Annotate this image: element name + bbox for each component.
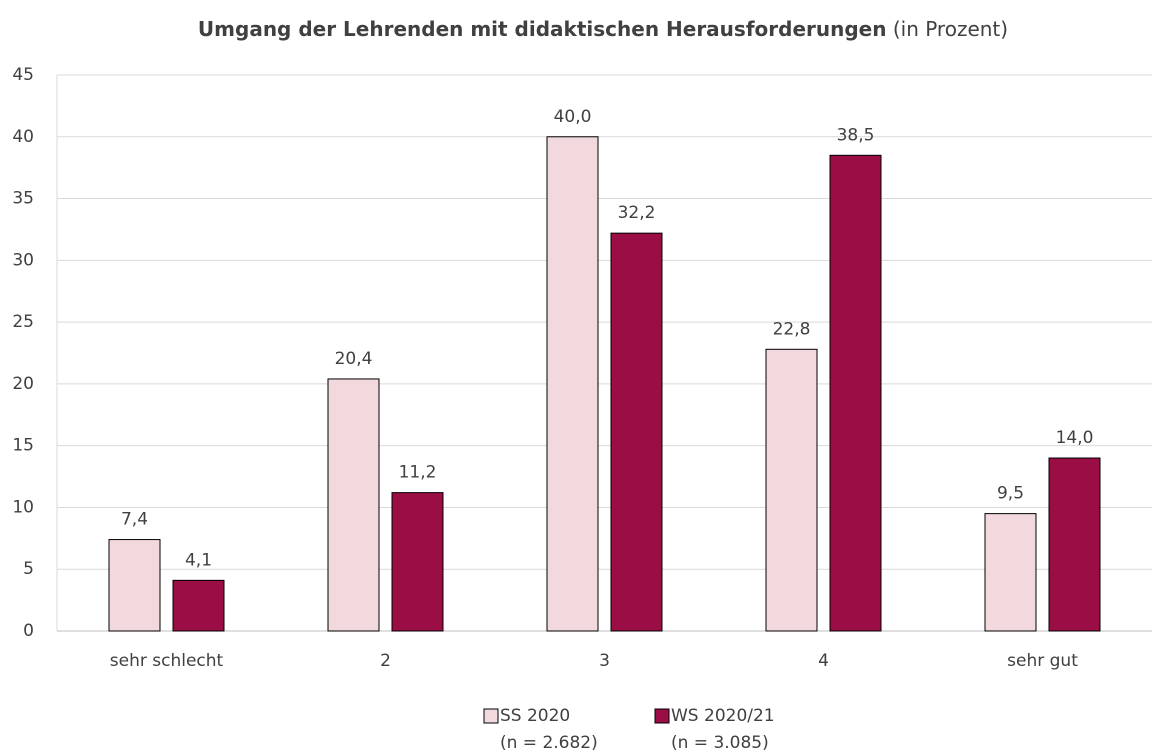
bar xyxy=(172,579,225,632)
y-tick-label: 15 xyxy=(12,436,34,456)
x-tick-label: sehr gut xyxy=(1007,651,1078,671)
y-tick-label: 10 xyxy=(12,497,34,517)
bar xyxy=(1048,457,1101,632)
y-tick-label: 40 xyxy=(12,127,34,147)
chart-title: Umgang der Lehrenden mit didaktischen He… xyxy=(198,17,1008,41)
data-label: 22,8 xyxy=(773,319,811,339)
bar xyxy=(829,154,882,632)
y-tick-label: 35 xyxy=(12,189,34,209)
x-tick-label: sehr schlecht xyxy=(110,651,224,671)
bar xyxy=(610,232,663,632)
x-tick-label: 2 xyxy=(380,651,391,671)
title-suffix: (in Prozent) xyxy=(893,17,1008,41)
bar xyxy=(984,513,1037,632)
data-label: 4,1 xyxy=(185,550,212,570)
bar xyxy=(391,492,444,632)
bar xyxy=(327,378,380,632)
y-tick-label: 45 xyxy=(12,65,34,85)
legend-swatch xyxy=(483,708,499,724)
data-label: 20,4 xyxy=(335,349,373,369)
data-label: 7,4 xyxy=(121,510,148,530)
bar xyxy=(546,136,599,632)
y-tick-label: 5 xyxy=(23,559,34,579)
data-label: 40,0 xyxy=(554,107,592,127)
x-tick-label: 4 xyxy=(818,651,829,671)
y-tick-label: 20 xyxy=(12,374,34,394)
y-tick-label: 25 xyxy=(12,312,34,332)
data-label: 38,5 xyxy=(837,125,875,145)
bar xyxy=(108,539,161,632)
legend-label: SS 2020 xyxy=(500,706,570,726)
data-label: 9,5 xyxy=(997,484,1024,504)
data-label: 14,0 xyxy=(1056,428,1094,448)
y-tick-label: 30 xyxy=(12,250,34,270)
legend-swatch xyxy=(654,708,670,724)
data-label: 32,2 xyxy=(618,203,656,223)
data-label: 11,2 xyxy=(399,463,437,483)
title-main: Umgang der Lehrenden mit didaktischen He… xyxy=(198,17,887,41)
legend-n-label: (n = 3.085) xyxy=(671,733,769,753)
y-tick-label: 0 xyxy=(23,621,34,641)
legend-label: WS 2020/21 xyxy=(671,706,775,726)
legend-n-label: (n = 2.682) xyxy=(500,733,598,753)
bar xyxy=(765,348,818,632)
x-tick-label: 3 xyxy=(599,651,610,671)
